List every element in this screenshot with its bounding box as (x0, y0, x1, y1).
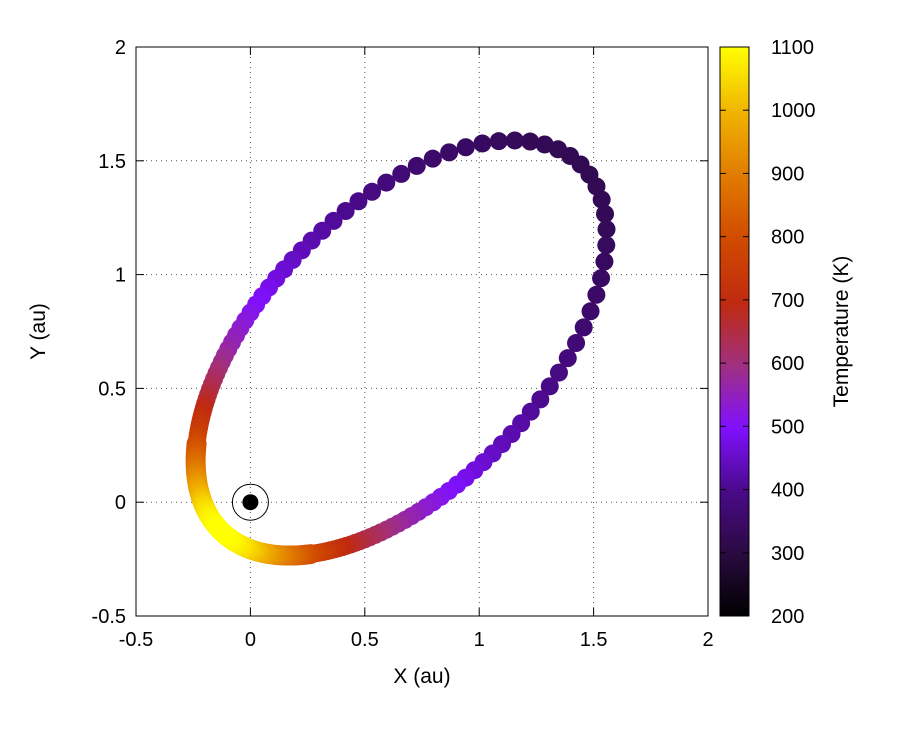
orbit-point (392, 164, 411, 183)
y-tick-label: 0 (115, 492, 126, 514)
orbit-point (377, 173, 396, 192)
y-tick-label: 2 (115, 37, 126, 59)
colorbar-gradient (719, 46, 750, 617)
orbit-point (407, 156, 426, 175)
central-body-ring (231, 483, 269, 521)
y-tick-label: 1 (115, 265, 126, 287)
x-tick-label: 0.5 (351, 629, 379, 651)
orbit-point (597, 220, 616, 239)
orbit-point (521, 132, 540, 151)
orbit-point (473, 134, 492, 153)
colorbar-tick-label: 1000 (771, 100, 816, 122)
y-tick-label: -0.5 (92, 606, 126, 628)
orbit-point (549, 363, 568, 382)
orbit-point (456, 138, 475, 157)
orbit-point (597, 236, 616, 255)
x-tick-label: 2 (702, 629, 713, 651)
colorbar-tick-label: 400 (771, 480, 804, 502)
central-body-dot (242, 494, 259, 511)
colorbar-tick-label: 1100 (771, 37, 814, 59)
colorbar-tick-label: 300 (771, 543, 804, 565)
orbit-point (211, 521, 232, 542)
orbit-point (567, 334, 586, 353)
colorbar-tick-label: 200 (771, 606, 804, 628)
colorbar-tick-label: 500 (771, 416, 804, 438)
x-tick-label: -0.5 (119, 629, 153, 651)
orbit-point (540, 377, 559, 396)
orbit-point (581, 302, 600, 321)
plot-frame (135, 46, 709, 617)
orbit-point (535, 135, 554, 154)
orbit-point (336, 202, 355, 221)
x-axis-label: X (au) (393, 665, 450, 688)
x-tick-label: 1 (474, 629, 485, 651)
y-tick-label: 1.5 (98, 151, 126, 173)
colorbar-tick-label: 900 (771, 163, 804, 185)
axis-ticks: -0.5 0 0.5 1 1.5 2 -0.5 0 0.5 1 1.5 2 (92, 37, 714, 651)
orbit-point (592, 190, 611, 209)
orbit-point (558, 349, 577, 368)
orbit-point (505, 131, 524, 150)
orbit-point (489, 132, 508, 151)
colorbar-label: Temperature (K) (830, 256, 853, 408)
y-tick-label: 0.5 (98, 378, 126, 400)
y-axis-label: Y (au) (27, 303, 50, 360)
colorbar: 200 300 400 500 600 700 800 900 1000 1100 (719, 37, 816, 628)
orbit-point (587, 285, 606, 304)
colorbar-tick-label: 600 (771, 353, 804, 375)
orbit-point (423, 149, 442, 168)
central-body (231, 483, 269, 521)
colorbar-tick-label: 700 (771, 290, 804, 312)
x-tick-label: 1.5 (580, 629, 608, 651)
orbit-point (592, 269, 611, 288)
orbit-point (596, 204, 615, 223)
colorbar-tick-label: 800 (771, 227, 804, 249)
x-tick-label: 0 (245, 629, 256, 651)
orbit-point (440, 143, 459, 162)
orbit-path (185, 131, 616, 566)
orbit-point (574, 318, 593, 337)
orbit-point (349, 192, 368, 211)
orbit-point (595, 252, 614, 271)
orbit-point (363, 182, 382, 201)
orbit-point (531, 390, 550, 409)
